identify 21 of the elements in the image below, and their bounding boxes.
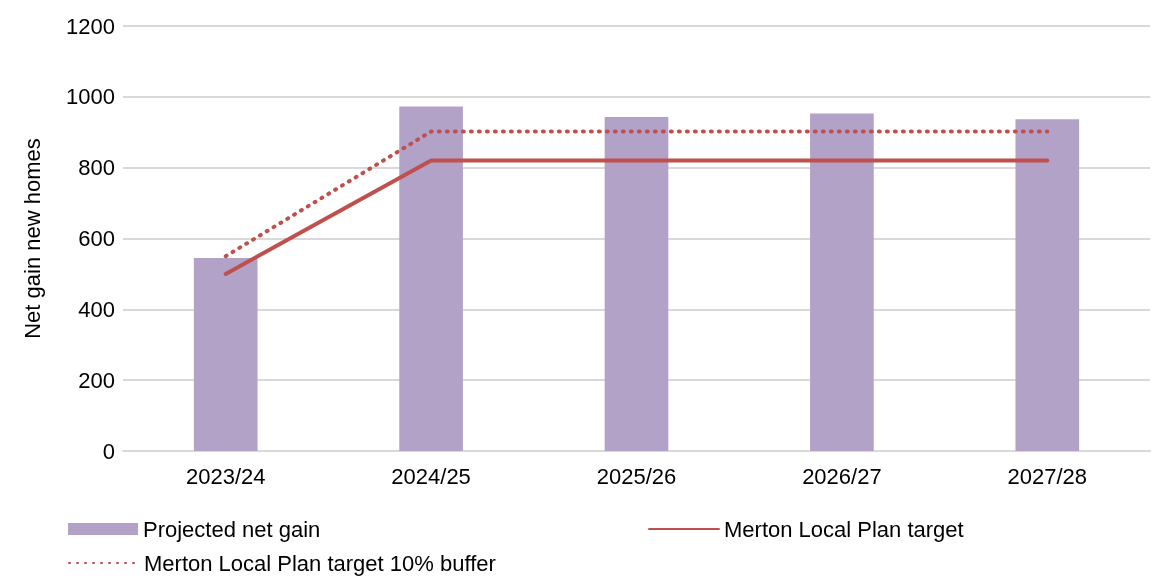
y-tick-label: 400 (78, 296, 115, 322)
x-tick-label: 2024/25 (391, 463, 471, 489)
x-tick-label: 2026/27 (802, 463, 882, 489)
x-tick-label: 2023/24 (185, 463, 266, 489)
y-tick-label: 1000 (66, 84, 115, 110)
bar (193, 257, 258, 451)
y-tick-label: 600 (78, 226, 115, 251)
legend-label: Projected net gain (143, 516, 321, 542)
y-tick-label: 200 (78, 367, 115, 393)
y-tick-label: 0 (102, 438, 115, 464)
bar (399, 106, 463, 451)
x-tick-label: 2027/28 (1007, 463, 1088, 489)
y-tick-label: 800 (78, 155, 115, 181)
y-axis-title: Net gain new homes (19, 138, 45, 339)
x-tick-label: 2025/26 (596, 463, 677, 489)
legend-label: Merton Local Plan target (724, 516, 964, 542)
bar (604, 117, 669, 451)
legend-label: Merton Local Plan target 10% buffer (144, 550, 496, 576)
bar (1015, 119, 1080, 451)
y-tick-label: 1200 (66, 13, 115, 39)
bar (810, 113, 874, 451)
